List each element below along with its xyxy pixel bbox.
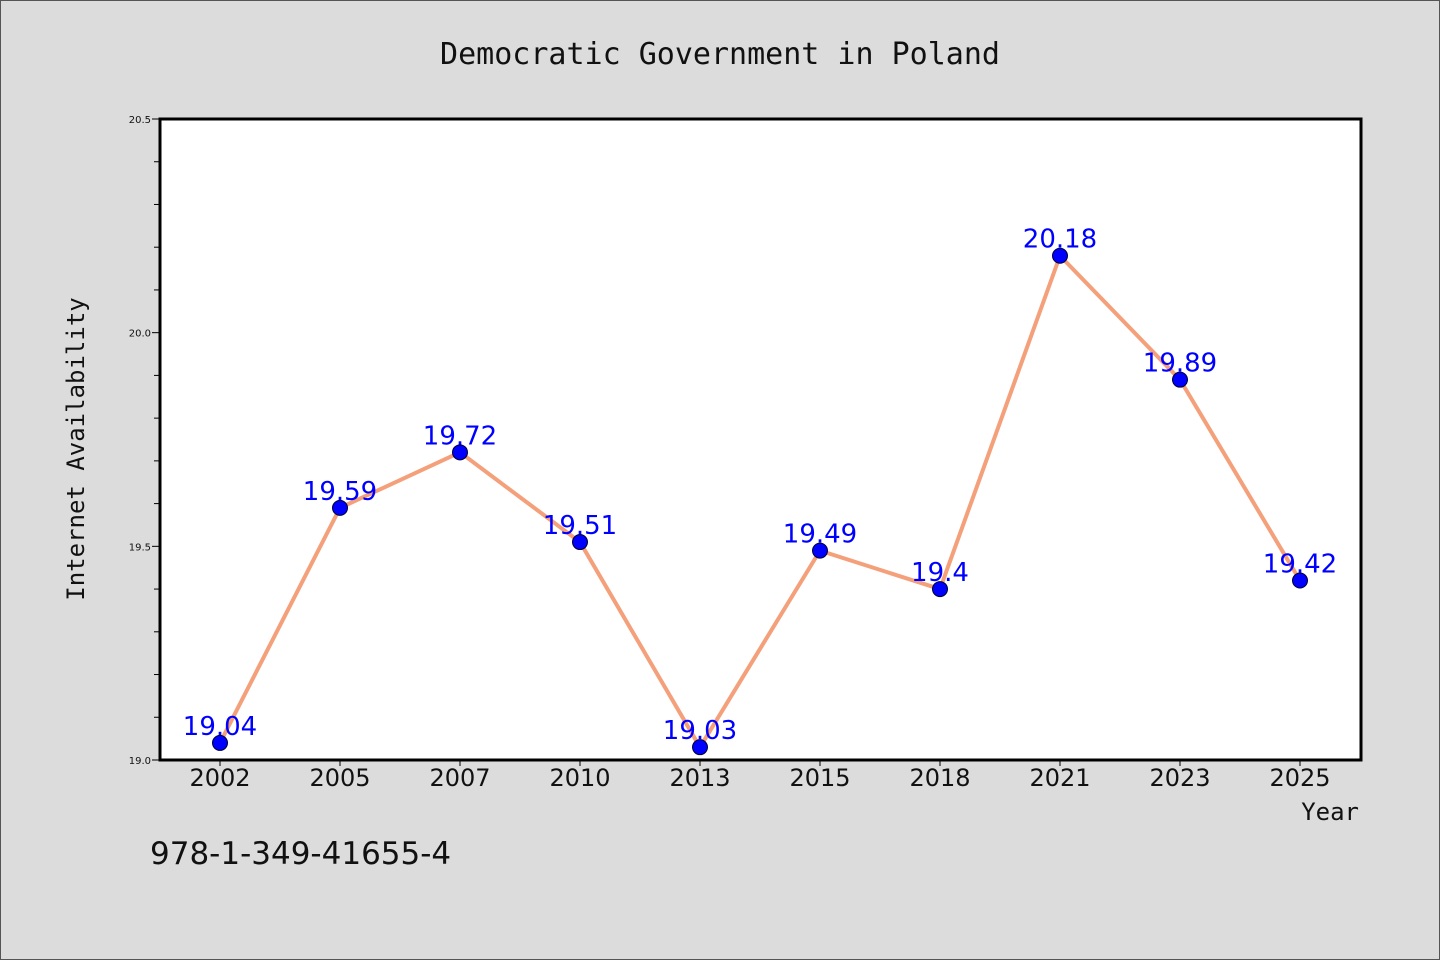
y-axis-label: Internet Availability [62,297,90,600]
isbn-text: 978-1-349-41655-4 [150,836,451,872]
series-line-group [212,247,1308,756]
data-label: 19.4 [911,558,969,588]
x-tick-label: 2005 [309,764,370,792]
data-point [452,444,468,461]
data-point [932,581,948,598]
x-tick-label: 2023 [1149,764,1210,792]
data-label: 19.51 [543,511,617,541]
y-tick-label: 20.5 [129,115,151,126]
data-point [1052,247,1068,264]
data-point [812,542,828,559]
x-tick-label: 2015 [789,764,850,792]
data-label-group: 19.04 19.59 19.72 19.51 19.03 19.49 19.4 20.18 1… [183,225,1337,746]
x-axis-label: Year [1301,798,1359,826]
series-line [218,253,1302,750]
x-tick-label: 2025 [1269,764,1330,792]
data-point [332,499,348,516]
data-label: 19.89 [1143,349,1217,379]
x-axis: 2002 2005 2007 2010 2013 2015 2018 2021 2023 2025 [189,760,1331,792]
x-tick-label: 2002 [189,764,250,792]
data-label: 19.49 [783,520,857,550]
data-point [212,734,228,751]
y-tick-label: 19.0 [129,756,151,767]
data-label: 19.03 [663,716,737,746]
y-tick-label: 19.5 [129,542,151,553]
data-point [692,739,708,756]
x-tick-label: 2021 [1029,764,1090,792]
y-tick-label: 20.0 [129,329,151,340]
data-label: 19.04 [183,712,257,742]
data-label: 19.42 [1263,550,1337,580]
data-point [1292,572,1308,589]
x-tick-label: 2010 [549,764,610,792]
data-point [572,534,588,551]
x-tick-label: 2018 [909,764,970,792]
y-axis: 19.0 19.5 20.0 20.5 [129,115,160,767]
data-point [1172,371,1188,388]
chart-title: Democratic Government in Poland [440,37,1000,72]
data-label: 19.72 [423,421,497,451]
data-label: 19.59 [303,477,377,507]
x-tick-label: 2007 [429,764,490,792]
data-label: 20.18 [1023,225,1097,255]
plot-area [158,117,1363,762]
x-tick-label: 2013 [669,764,730,792]
